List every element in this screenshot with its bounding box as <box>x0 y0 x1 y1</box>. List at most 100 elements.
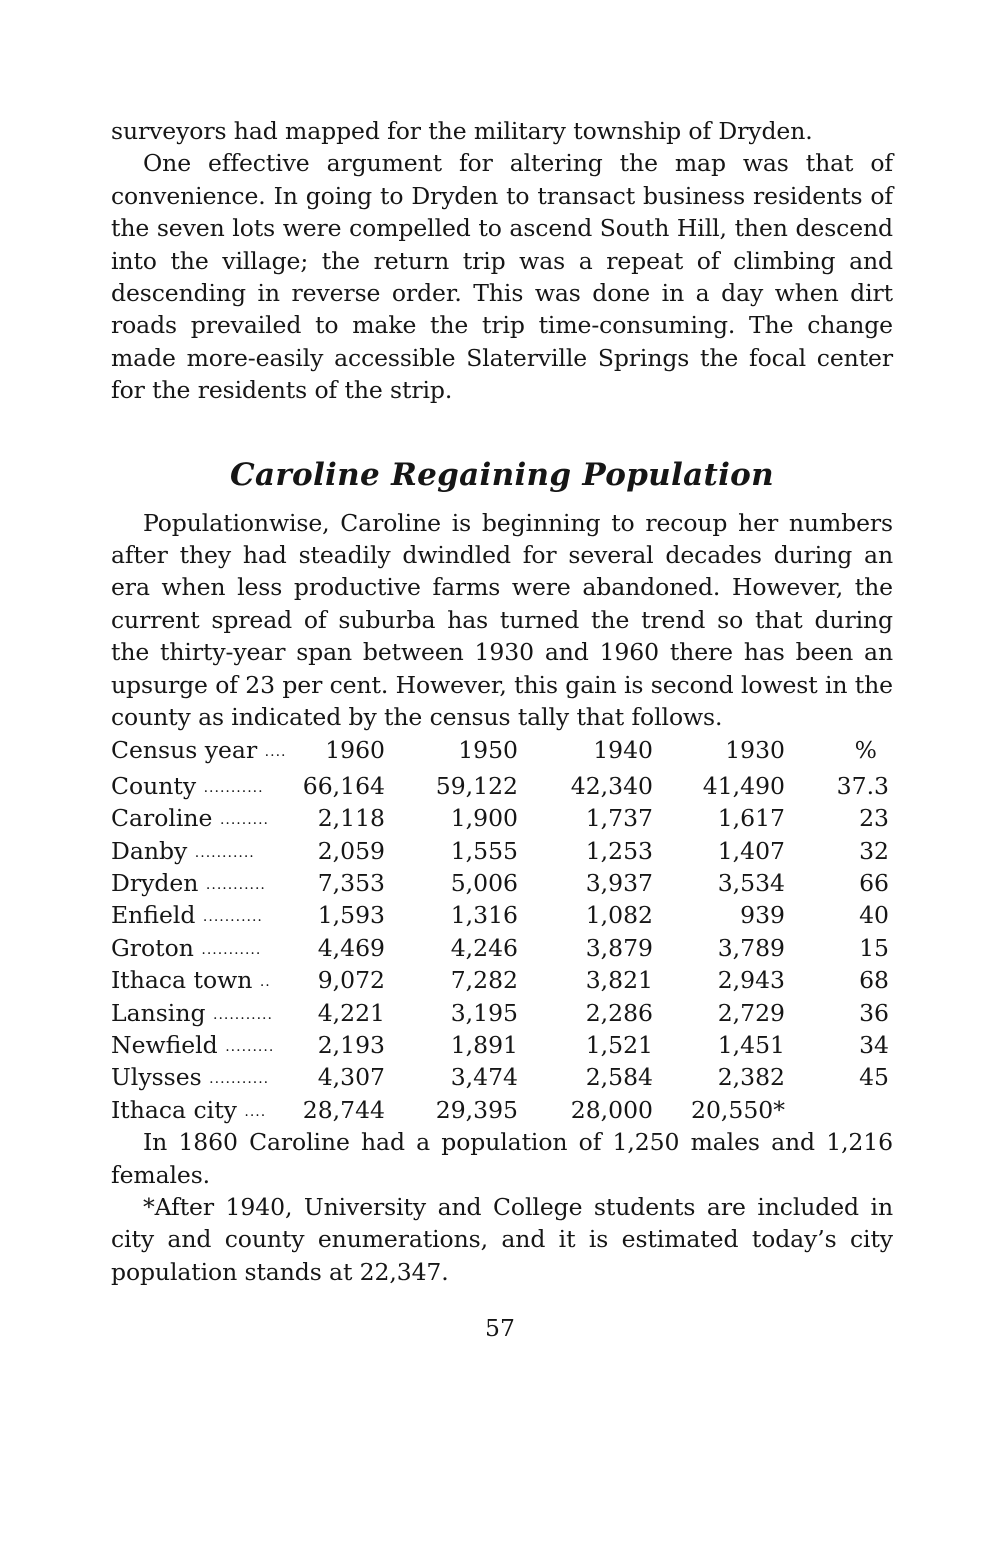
paragraph-1860: In 1860 Caroline had a population of 1,2… <box>111 1128 893 1189</box>
cell-y1950: 3,195 <box>450 998 518 1027</box>
leader-dots: ........... <box>205 877 266 894</box>
table-row: Danby ........... 2,059 1,555 1,253 1,407 32 <box>111 835 893 867</box>
cell-y1960: 2,118 <box>317 804 385 833</box>
leader-dots: ........... <box>201 941 262 958</box>
row-name-cell: Caroline ......... <box>111 802 269 836</box>
row-name: County <box>111 771 197 800</box>
row-name: Lansing <box>111 998 206 1027</box>
header-label-cell: Census year .... <box>111 734 286 768</box>
row-name: Ithaca town <box>111 966 253 995</box>
cell-pct: 66 <box>859 869 889 898</box>
row-name-cell: Groton ........... <box>111 932 261 966</box>
header-percent: % <box>854 735 877 764</box>
cell-y1950: 1,900 <box>450 804 518 833</box>
cell-y1930: 1,451 <box>717 1031 785 1060</box>
cell-y1960: 7,353 <box>317 869 385 898</box>
table-row: Groton ........... 4,469 4,246 3,879 3,789 15 <box>111 932 893 964</box>
page-number: 57 <box>485 1314 515 1342</box>
row-name: Danby <box>111 836 188 865</box>
cell-y1960: 4,307 <box>317 1063 385 1092</box>
cell-y1940: 1,521 <box>585 1031 653 1060</box>
row-name-cell: County ........... <box>111 770 264 804</box>
cell-y1930: 1,407 <box>717 836 785 865</box>
header-1950: 1950 <box>458 735 518 764</box>
cell-y1950: 3,474 <box>450 1063 518 1092</box>
cell-y1930: 2,729 <box>717 998 785 1027</box>
page-content: surveyors had mapped for the military to… <box>111 115 893 1288</box>
header-1960: 1960 <box>325 735 385 764</box>
header-1940: 1940 <box>593 735 653 764</box>
row-name-cell: Dryden ........... <box>111 867 266 901</box>
cell-y1960: 1,593 <box>317 901 385 930</box>
cell-y1940: 3,937 <box>585 869 653 898</box>
cell-pct: 37.3 <box>836 771 889 800</box>
cell-pct: 36 <box>859 998 889 1027</box>
cell-y1950: 1,891 <box>450 1031 518 1060</box>
cell-y1930: 3,789 <box>717 933 785 962</box>
cell-y1960: 28,744 <box>302 1095 385 1124</box>
cell-pct: 32 <box>859 836 889 865</box>
leader-dots: .. <box>259 974 271 991</box>
cell-y1930: 2,382 <box>717 1063 785 1092</box>
table-row: Dryden ........... 7,353 5,006 3,937 3,534 66 <box>111 867 893 899</box>
paragraph-convenience: One effective argument for altering the … <box>111 149 893 405</box>
cell-y1940: 1,253 <box>585 836 653 865</box>
row-name-cell: Ithaca city .... <box>111 1094 266 1128</box>
leader-dots: ........... <box>194 844 255 861</box>
table-row: Caroline ......... 2,118 1,900 1,737 1,617 23 <box>111 802 893 834</box>
row-name: Caroline <box>111 804 213 833</box>
cell-y1940: 28,000 <box>570 1095 653 1124</box>
row-name-cell: Enfield ........... <box>111 899 263 933</box>
table-row: Ulysses ........... 4,307 3,474 2,584 2,382 4… <box>111 1061 893 1093</box>
row-name: Ulysses <box>111 1063 202 1092</box>
section-heading: Caroline Regaining Population <box>230 456 774 493</box>
header-1930: 1930 <box>725 735 785 764</box>
row-name-cell: Lansing ........... <box>111 997 273 1031</box>
cell-y1930: 2,943 <box>717 966 785 995</box>
cell-y1950: 5,006 <box>450 869 518 898</box>
cell-y1950: 29,395 <box>435 1095 518 1124</box>
cell-y1960: 66,164 <box>302 771 385 800</box>
row-name-cell: Ithaca town .. <box>111 964 271 998</box>
row-name: Groton <box>111 933 194 962</box>
table-row: County ........... 66,164 59,122 42,340 41,4… <box>111 770 893 802</box>
cell-pct: 68 <box>859 966 889 995</box>
row-name-cell: Ulysses ........... <box>111 1061 269 1095</box>
cell-y1930: 41,490 <box>702 771 785 800</box>
table-row: Lansing ........... 4,221 3,195 2,286 2,729 3… <box>111 997 893 1029</box>
row-name: Dryden <box>111 869 199 898</box>
cell-y1960: 4,469 <box>317 933 385 962</box>
cell-pct: 15 <box>859 933 889 962</box>
table-row: Enfield ........... 1,593 1,316 1,082 939 40 <box>111 899 893 931</box>
leader-dots: ........... <box>202 909 263 926</box>
cell-y1940: 3,821 <box>585 966 653 995</box>
row-name-cell: Newfield ......... <box>111 1029 274 1063</box>
cell-y1940: 1,082 <box>585 901 653 930</box>
cell-y1940: 3,879 <box>585 933 653 962</box>
leader-dots: ......... <box>219 812 269 829</box>
cell-y1930: 3,534 <box>717 869 785 898</box>
cell-y1960: 9,072 <box>317 966 385 995</box>
table-row: Newfield ......... 2,193 1,891 1,521 1,451 34 <box>111 1029 893 1061</box>
leader-dots: .... <box>244 1103 267 1120</box>
leader-dots: .... <box>264 743 287 760</box>
row-name: Enfield <box>111 901 196 930</box>
cell-y1960: 2,059 <box>317 836 385 865</box>
cell-y1930: 939 <box>740 901 785 930</box>
row-name: Ithaca city <box>111 1095 237 1124</box>
leader-dots: ........... <box>209 1071 270 1088</box>
row-name-cell: Danby ........... <box>111 835 255 869</box>
leader-dots: ........... <box>203 779 264 796</box>
cell-y1940: 2,286 <box>585 998 653 1027</box>
cell-y1940: 1,737 <box>585 804 653 833</box>
cell-y1960: 4,221 <box>317 998 385 1027</box>
leader-dots: ........... <box>213 1006 273 1023</box>
cell-pct: 34 <box>859 1031 889 1060</box>
paragraph-population: Populationwise, Caroline is beginning to… <box>111 508 893 732</box>
cell-y1930: 1,617 <box>717 804 785 833</box>
cell-y1940: 42,340 <box>570 771 653 800</box>
header-label: Census year <box>111 735 258 764</box>
cell-y1950: 4,246 <box>450 933 518 962</box>
cell-y1950: 7,282 <box>450 966 518 995</box>
row-name: Newfield <box>111 1031 218 1060</box>
